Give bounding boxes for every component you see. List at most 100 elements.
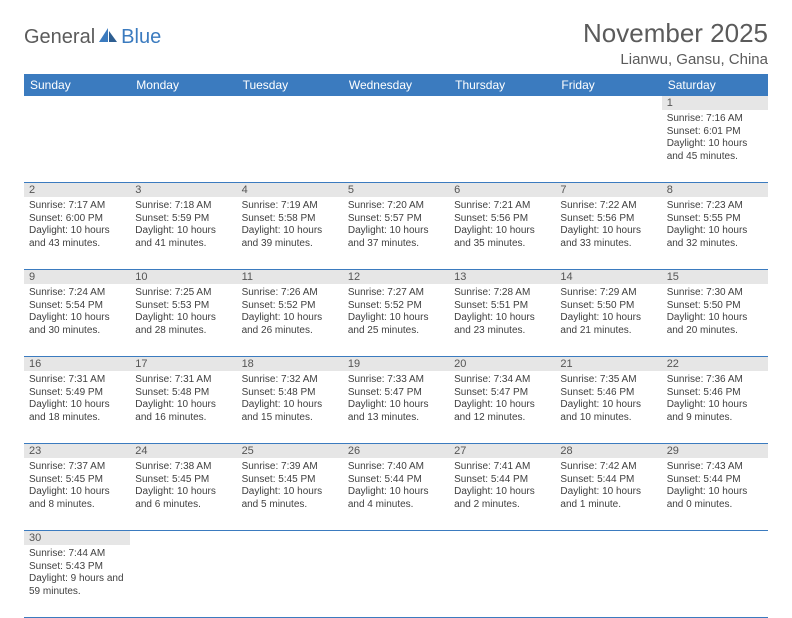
daylight-text: Daylight: 10 hours and 10 minutes.	[560, 399, 656, 424]
sunset-text: Sunset: 5:56 PM	[560, 213, 656, 226]
sunrise-text: Sunrise: 7:31 AM	[29, 374, 125, 387]
day-number: 14	[555, 270, 661, 284]
daylight-text: Daylight: 10 hours and 16 minutes.	[135, 399, 231, 424]
sunrise-text: Sunrise: 7:33 AM	[348, 374, 444, 387]
day-cell-content: Sunrise: 7:40 AMSunset: 5:44 PMDaylight:…	[348, 461, 444, 511]
day-number: 4	[237, 183, 343, 197]
day-number: 10	[130, 270, 236, 284]
day-cell-content: Sunrise: 7:42 AMSunset: 5:44 PMDaylight:…	[560, 461, 656, 511]
day-cell	[130, 545, 236, 617]
sunset-text: Sunset: 5:51 PM	[454, 300, 550, 313]
day-cell-content: Sunrise: 7:44 AMSunset: 5:43 PMDaylight:…	[29, 548, 125, 598]
day-cell: Sunrise: 7:34 AMSunset: 5:47 PMDaylight:…	[449, 371, 555, 443]
daylight-text: Daylight: 10 hours and 8 minutes.	[29, 486, 125, 511]
day-number	[237, 531, 343, 545]
day-cell-content: Sunrise: 7:26 AMSunset: 5:52 PMDaylight:…	[242, 287, 338, 337]
day-number	[24, 96, 130, 110]
day-number	[555, 531, 661, 545]
day-number: 21	[555, 357, 661, 371]
sunset-text: Sunset: 5:44 PM	[454, 474, 550, 487]
day-cell-content: Sunrise: 7:41 AMSunset: 5:44 PMDaylight:…	[454, 461, 550, 511]
sunset-text: Sunset: 5:53 PM	[135, 300, 231, 313]
header: General Blue November 2025 Lianwu, Gansu…	[24, 18, 768, 68]
sunset-text: Sunset: 5:59 PM	[135, 213, 231, 226]
sunset-text: Sunset: 5:48 PM	[242, 387, 338, 400]
sunrise-text: Sunrise: 7:21 AM	[454, 200, 550, 213]
daylight-text: Daylight: 10 hours and 0 minutes.	[667, 486, 763, 511]
sunset-text: Sunset: 5:46 PM	[667, 387, 763, 400]
day-cell: Sunrise: 7:27 AMSunset: 5:52 PMDaylight:…	[343, 284, 449, 356]
day-cell	[237, 110, 343, 182]
day-cell: Sunrise: 7:20 AMSunset: 5:57 PMDaylight:…	[343, 197, 449, 269]
day-cell: Sunrise: 7:37 AMSunset: 5:45 PMDaylight:…	[24, 458, 130, 530]
day-cell-content: Sunrise: 7:20 AMSunset: 5:57 PMDaylight:…	[348, 200, 444, 250]
daylight-text: Daylight: 10 hours and 20 minutes.	[667, 312, 763, 337]
daylight-text: Daylight: 10 hours and 9 minutes.	[667, 399, 763, 424]
day-cell: Sunrise: 7:42 AMSunset: 5:44 PMDaylight:…	[555, 458, 661, 530]
day-number	[449, 96, 555, 110]
day-number: 20	[449, 357, 555, 371]
sunset-text: Sunset: 6:00 PM	[29, 213, 125, 226]
sunrise-text: Sunrise: 7:18 AM	[135, 200, 231, 213]
day-number: 29	[662, 444, 768, 458]
week-row: Sunrise: 7:24 AMSunset: 5:54 PMDaylight:…	[24, 284, 768, 357]
month-title: November 2025	[583, 18, 768, 49]
day-cell: Sunrise: 7:39 AMSunset: 5:45 PMDaylight:…	[237, 458, 343, 530]
day-number: 18	[237, 357, 343, 371]
day-number: 1	[662, 96, 768, 110]
sunset-text: Sunset: 5:52 PM	[242, 300, 338, 313]
daylight-text: Daylight: 10 hours and 12 minutes.	[454, 399, 550, 424]
week-row: Sunrise: 7:44 AMSunset: 5:43 PMDaylight:…	[24, 545, 768, 618]
day-cell-content: Sunrise: 7:29 AMSunset: 5:50 PMDaylight:…	[560, 287, 656, 337]
day-cell-content: Sunrise: 7:19 AMSunset: 5:58 PMDaylight:…	[242, 200, 338, 250]
calendar: Sunday Monday Tuesday Wednesday Thursday…	[24, 74, 768, 618]
weekday-header: Sunday	[24, 74, 130, 96]
day-number: 26	[343, 444, 449, 458]
logo: General Blue	[24, 18, 161, 49]
week-row: Sunrise: 7:31 AMSunset: 5:49 PMDaylight:…	[24, 371, 768, 444]
day-number-row: 2345678	[24, 183, 768, 197]
day-cell-content: Sunrise: 7:38 AMSunset: 5:45 PMDaylight:…	[135, 461, 231, 511]
sunrise-text: Sunrise: 7:28 AM	[454, 287, 550, 300]
day-cell-content: Sunrise: 7:33 AMSunset: 5:47 PMDaylight:…	[348, 374, 444, 424]
day-number: 7	[555, 183, 661, 197]
day-cell	[662, 545, 768, 617]
day-number: 2	[24, 183, 130, 197]
day-cell: Sunrise: 7:28 AMSunset: 5:51 PMDaylight:…	[449, 284, 555, 356]
day-cell-content: Sunrise: 7:28 AMSunset: 5:51 PMDaylight:…	[454, 287, 550, 337]
day-number: 25	[237, 444, 343, 458]
sunrise-text: Sunrise: 7:42 AM	[560, 461, 656, 474]
sunset-text: Sunset: 5:44 PM	[560, 474, 656, 487]
day-cell-content: Sunrise: 7:27 AMSunset: 5:52 PMDaylight:…	[348, 287, 444, 337]
day-cell	[24, 110, 130, 182]
day-cell: Sunrise: 7:31 AMSunset: 5:49 PMDaylight:…	[24, 371, 130, 443]
sunrise-text: Sunrise: 7:17 AM	[29, 200, 125, 213]
sunset-text: Sunset: 5:50 PM	[560, 300, 656, 313]
day-cell: Sunrise: 7:41 AMSunset: 5:44 PMDaylight:…	[449, 458, 555, 530]
day-cell: Sunrise: 7:40 AMSunset: 5:44 PMDaylight:…	[343, 458, 449, 530]
daylight-text: Daylight: 10 hours and 6 minutes.	[135, 486, 231, 511]
weekday-header: Thursday	[449, 74, 555, 96]
day-cell: Sunrise: 7:36 AMSunset: 5:46 PMDaylight:…	[662, 371, 768, 443]
day-cell-content: Sunrise: 7:18 AMSunset: 5:59 PMDaylight:…	[135, 200, 231, 250]
day-number	[555, 96, 661, 110]
sunrise-text: Sunrise: 7:36 AM	[667, 374, 763, 387]
day-cell: Sunrise: 7:22 AMSunset: 5:56 PMDaylight:…	[555, 197, 661, 269]
day-number	[343, 531, 449, 545]
weekday-header: Monday	[130, 74, 236, 96]
daylight-text: Daylight: 10 hours and 2 minutes.	[454, 486, 550, 511]
day-number: 28	[555, 444, 661, 458]
sunrise-text: Sunrise: 7:44 AM	[29, 548, 125, 561]
day-number: 9	[24, 270, 130, 284]
day-number: 27	[449, 444, 555, 458]
day-number: 22	[662, 357, 768, 371]
day-cell-content: Sunrise: 7:37 AMSunset: 5:45 PMDaylight:…	[29, 461, 125, 511]
daylight-text: Daylight: 10 hours and 37 minutes.	[348, 225, 444, 250]
location: Lianwu, Gansu, China	[583, 51, 768, 68]
day-cell: Sunrise: 7:17 AMSunset: 6:00 PMDaylight:…	[24, 197, 130, 269]
sunset-text: Sunset: 5:46 PM	[560, 387, 656, 400]
day-number: 24	[130, 444, 236, 458]
calendar-page: General Blue November 2025 Lianwu, Gansu…	[0, 0, 792, 618]
day-cell	[130, 110, 236, 182]
daylight-text: Daylight: 10 hours and 25 minutes.	[348, 312, 444, 337]
